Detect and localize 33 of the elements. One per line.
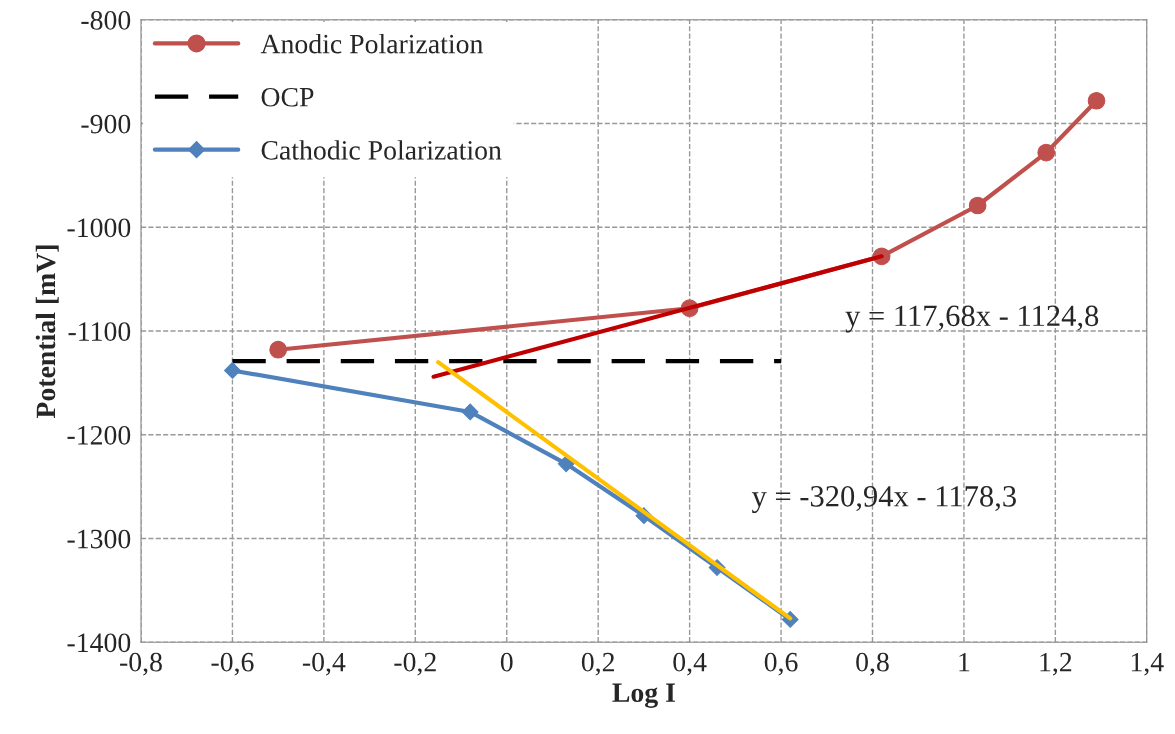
y-tick-label: -900 [81, 114, 131, 134]
legend-label: Cathodic Polarization [261, 140, 502, 160]
point [269, 340, 288, 359]
annotation: y = 117,68x - 1124,8 [845, 305, 1099, 333]
annotation: y = -320,94x - 1178,3 [751, 486, 1016, 513]
y-tick-label: -1200 [67, 425, 131, 445]
x-tick-label: -0,6 [211, 652, 254, 676]
x-tick-label: 0,6 [764, 652, 798, 676]
point [1037, 143, 1056, 162]
y-tick-label: -800 [81, 10, 131, 30]
point [1087, 91, 1106, 110]
x-tick-label: -0,2 [394, 652, 436, 676]
x-tick-label: -0,4 [302, 652, 346, 676]
y-tick-label: -1100 [68, 322, 131, 341]
point [461, 403, 479, 421]
x-axis-title: Log I [612, 683, 675, 708]
y-tick-label: -1400 [67, 633, 131, 653]
point [557, 455, 575, 473]
x-tick-label: -0,8 [120, 652, 162, 676]
x-tick-label: 1,4 [1131, 652, 1164, 676]
legend-label: OCP [261, 87, 314, 107]
x-tick-label: 1 [959, 652, 970, 672]
y-axis-title: Potential [mV] [35, 245, 59, 419]
x-tick-label: 1,2 [1040, 652, 1072, 676]
legend-label: Anodic Polarization [260, 33, 483, 54]
y-tick-label: -1000 [67, 218, 131, 238]
point [224, 362, 241, 379]
point [968, 196, 987, 215]
x-tick-label: 0,8 [856, 652, 889, 676]
x-tick-label: 0,4 [673, 652, 707, 676]
x-tick-label: 0 [500, 652, 513, 672]
x-tick-label: 0,2 [581, 652, 615, 676]
y-tick-label: -1300 [67, 529, 131, 549]
